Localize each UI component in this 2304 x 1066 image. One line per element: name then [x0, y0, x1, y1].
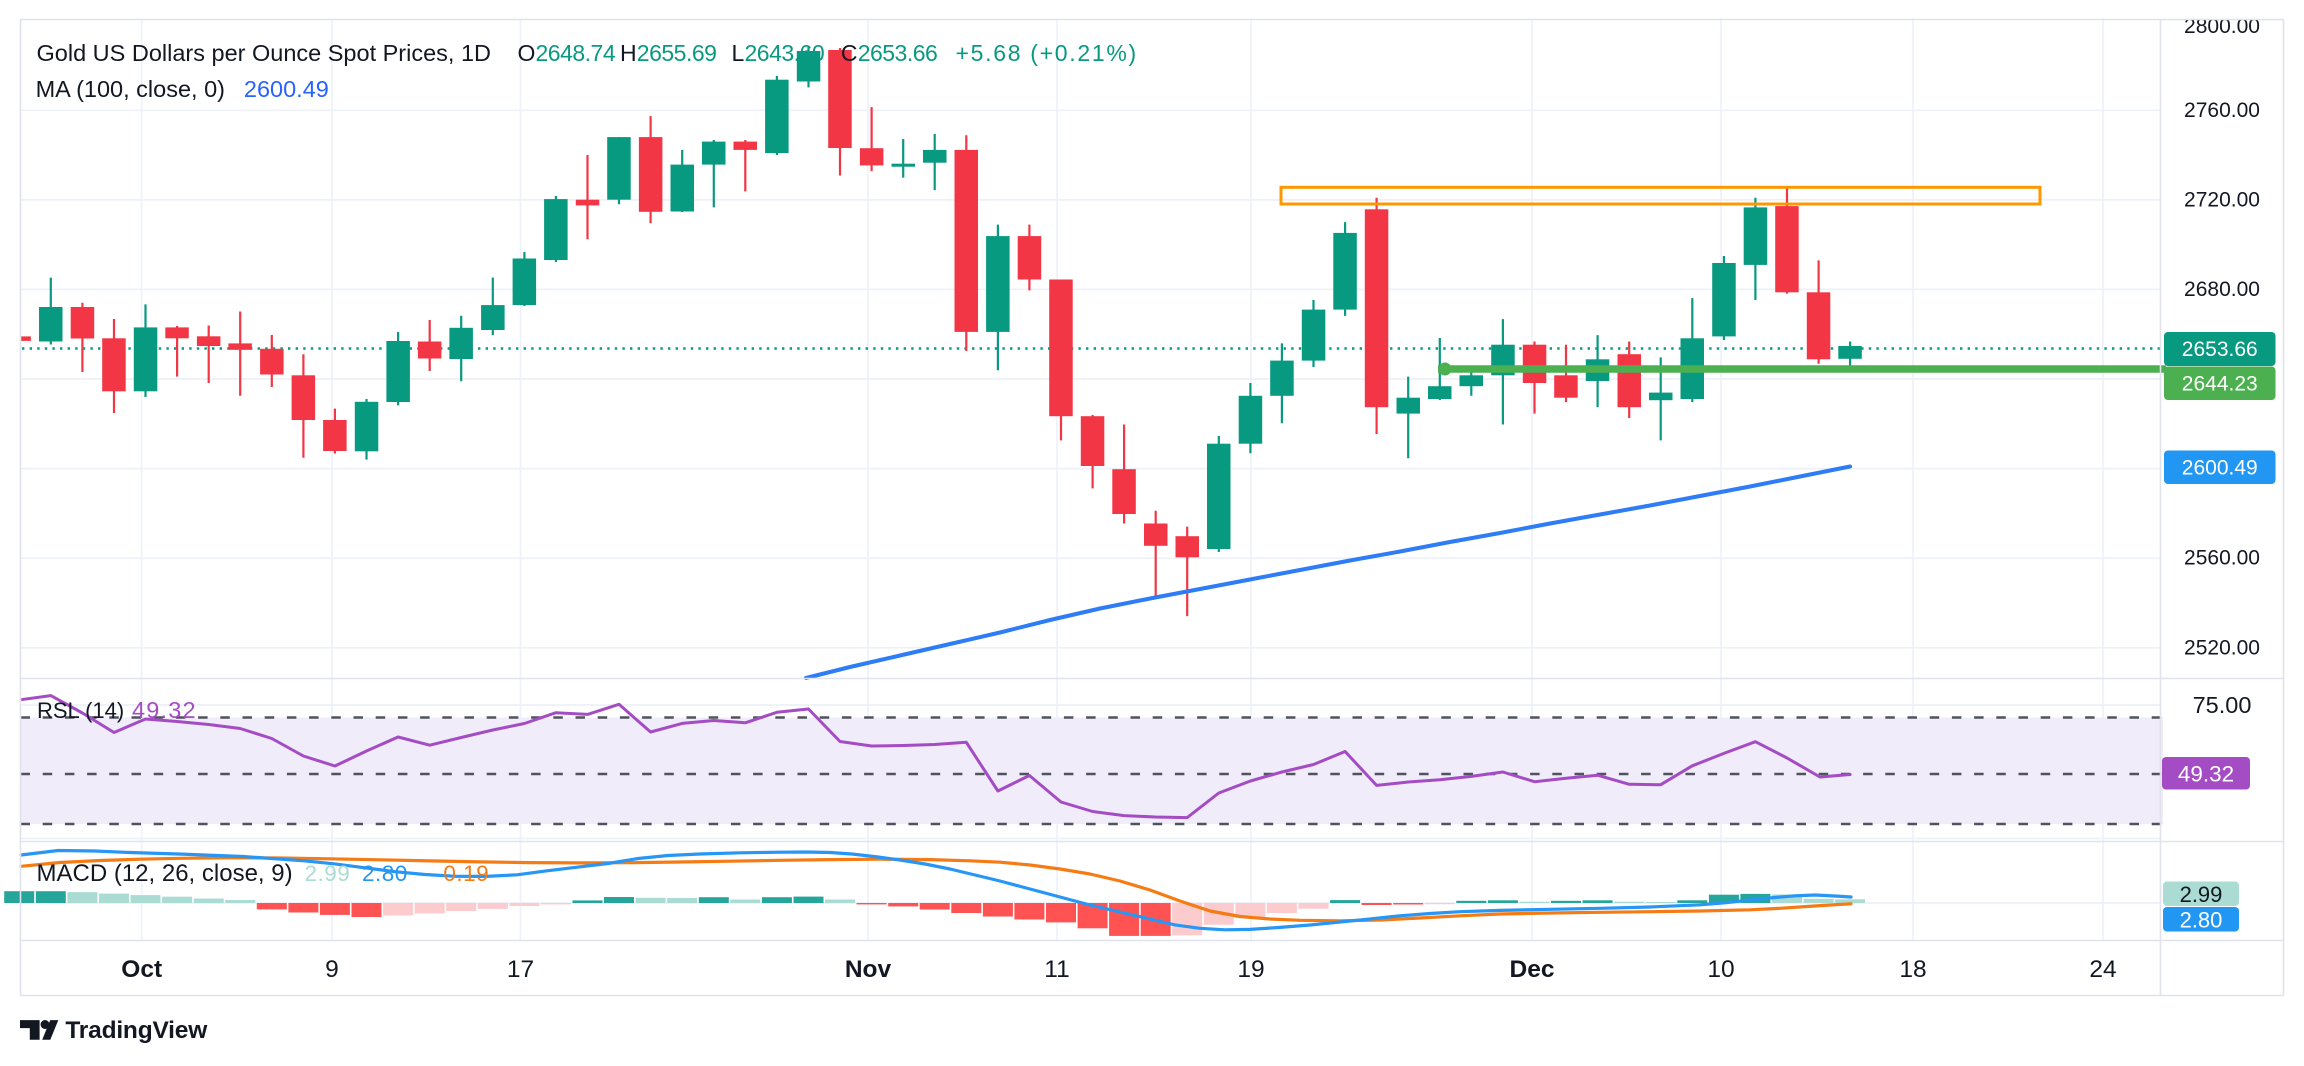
svg-text:H: H: [620, 40, 637, 66]
svg-text:RSL (14): RSL (14): [37, 698, 124, 723]
svg-text:+5.68 (+0.21%): +5.68 (+0.21%): [956, 40, 1138, 66]
svg-text:2.80: 2.80: [362, 861, 408, 886]
svg-text:MACD (12, 26, close, 9): MACD (12, 26, close, 9): [37, 860, 293, 887]
svg-text:2655.69: 2655.69: [637, 40, 717, 66]
svg-text:2653.66: 2653.66: [858, 40, 938, 66]
svg-text:2560.00: 2560.00: [2184, 547, 2260, 570]
svg-text:TradingView: TradingView: [65, 1017, 208, 1044]
svg-text:11: 11: [1044, 956, 1069, 983]
svg-text:2.80: 2.80: [2180, 907, 2223, 932]
svg-text:2648.74: 2648.74: [536, 40, 616, 66]
svg-text:Oct: Oct: [121, 956, 162, 983]
svg-text:2643.60: 2643.60: [745, 40, 825, 66]
svg-text:L: L: [732, 40, 745, 66]
svg-text:2520.00: 2520.00: [2184, 636, 2260, 659]
svg-text:18: 18: [1899, 956, 1926, 983]
svg-text:17: 17: [507, 956, 534, 983]
svg-text:2653.66: 2653.66: [2182, 338, 2258, 361]
svg-text:49.32: 49.32: [132, 697, 197, 723]
svg-text:2760.00: 2760.00: [2184, 99, 2260, 122]
svg-text:Dec: Dec: [1510, 956, 1555, 983]
svg-text:10: 10: [1707, 956, 1734, 983]
svg-text:24: 24: [2089, 956, 2116, 983]
svg-text:Gold US Dollars per Ounce Spot: Gold US Dollars per Ounce Spot Prices, 1…: [37, 40, 492, 66]
svg-text:49.32: 49.32: [2178, 761, 2234, 786]
svg-text:2680.00: 2680.00: [2184, 278, 2260, 301]
svg-text:9: 9: [325, 956, 339, 983]
svg-text:2.99: 2.99: [2180, 882, 2223, 907]
svg-text:C: C: [841, 40, 858, 66]
svg-text:Nov: Nov: [845, 956, 892, 983]
svg-text:2720.00: 2720.00: [2184, 188, 2260, 211]
svg-text:2600.49: 2600.49: [244, 76, 329, 102]
svg-text:75.00: 75.00: [2193, 692, 2252, 718]
svg-text:2.99: 2.99: [305, 861, 351, 886]
svg-text:2800.00: 2800.00: [2184, 15, 2260, 38]
svg-text:19: 19: [1237, 956, 1264, 983]
svg-text:0.19: 0.19: [443, 861, 489, 886]
svg-text:2644.23: 2644.23: [2182, 372, 2258, 395]
svg-text:MA (100, close, 0): MA (100, close, 0): [36, 76, 225, 102]
svg-text:O: O: [518, 40, 536, 66]
svg-text:2600.49: 2600.49: [2182, 456, 2258, 479]
